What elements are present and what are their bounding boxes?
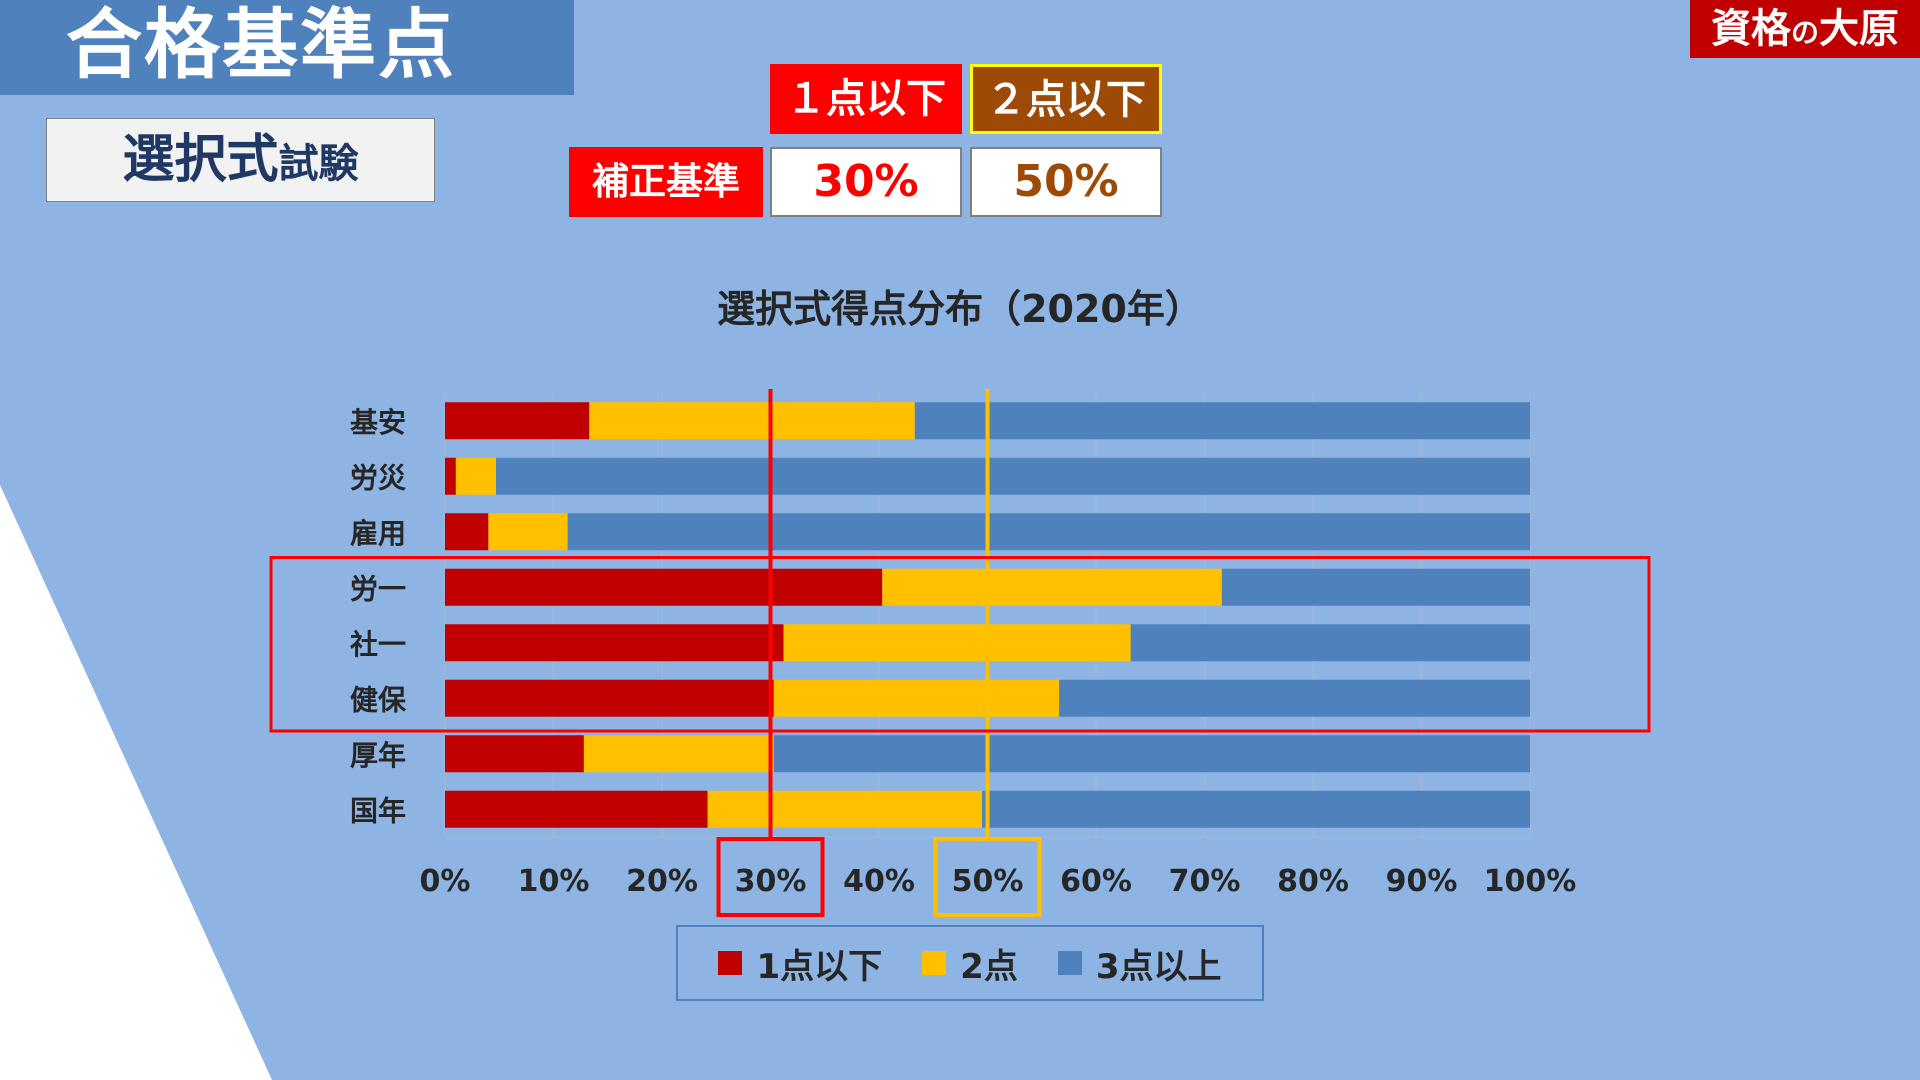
x-tick-label: 80%	[1277, 864, 1349, 899]
exam-type-main: 選択式	[122, 130, 279, 190]
category-label: 基安	[350, 406, 406, 439]
legend-swatch-1	[718, 951, 743, 975]
bar-segment	[589, 402, 915, 440]
criteria-header-1: １点以下	[770, 64, 962, 134]
bar-segment	[773, 679, 1060, 717]
bar-segment	[583, 735, 774, 773]
bar-segment	[488, 513, 568, 551]
criteria-value-2: 50%	[970, 147, 1162, 217]
category-label: 労災	[350, 461, 407, 494]
x-tick-label: 40%	[843, 864, 915, 899]
bar-segment	[455, 457, 496, 495]
legend-item-3: 3点以上	[1057, 939, 1222, 988]
legend-label-3: 3点以上	[1095, 946, 1222, 987]
x-tick-label: 20%	[626, 864, 698, 899]
criteria-value-1: 30%	[770, 147, 962, 217]
criteria-header-2: ２点以下	[970, 64, 1162, 134]
legend-label-1: 1点以下	[756, 946, 883, 987]
bar-segment	[882, 568, 1222, 606]
legend-item-2: 2点	[922, 939, 1018, 988]
bar-segment	[783, 624, 1131, 662]
category-label: 労一	[350, 572, 406, 605]
category-label: 雇用	[350, 517, 406, 550]
bar-segment	[914, 402, 1530, 440]
legend-swatch-2	[922, 951, 947, 975]
category-label: 社一	[350, 628, 406, 661]
bar-segment	[445, 624, 784, 662]
bar-segment	[445, 568, 883, 606]
category-label: 健保	[350, 683, 407, 716]
legend-item-1: 1点以下	[718, 939, 882, 988]
bar-segment	[1130, 624, 1530, 662]
legend-label-2: 2点	[960, 946, 1018, 987]
x-tick-label: 0%	[420, 864, 471, 899]
x-tick-label: 50%	[952, 864, 1024, 899]
x-tick-label: 90%	[1386, 864, 1458, 899]
logo-text-1: 資格	[1710, 6, 1791, 52]
x-tick-label: 70%	[1169, 864, 1241, 899]
x-tick-label: 10%	[518, 864, 590, 899]
bar-segment	[707, 790, 983, 828]
bar-segment	[495, 457, 1530, 495]
bar-segment	[982, 790, 1530, 828]
page-title: 合格基準点	[0, 0, 574, 95]
brand-logo: 資格の大原	[1690, 0, 1920, 58]
criteria-label: 補正基準	[569, 147, 763, 217]
bar-segment	[773, 735, 1530, 773]
bar-segment	[567, 513, 1530, 551]
logo-text-2: の	[1790, 16, 1819, 49]
logo-text-3: 大原	[1819, 6, 1899, 52]
bar-segment	[445, 457, 456, 495]
legend-swatch-3	[1057, 951, 1082, 975]
category-label: 国年	[350, 794, 406, 827]
x-tick-label: 100%	[1484, 864, 1577, 899]
category-label: 厚年	[350, 739, 406, 772]
tick-highlight-box	[716, 837, 825, 917]
exam-type-small: 試験	[278, 141, 359, 187]
chart-title: 選択式得点分布（2020年）	[717, 287, 1203, 331]
category-highlight-box	[269, 556, 1651, 733]
bar-segment	[445, 790, 708, 828]
x-tick-label: 30%	[735, 864, 807, 899]
bar-segment	[1221, 568, 1530, 606]
chart-legend: 1点以下 2点 3点以上	[676, 925, 1264, 1001]
bar-segment	[445, 679, 774, 717]
bar-segment	[445, 513, 489, 551]
bar-segment	[1059, 679, 1530, 717]
bar-segment	[445, 735, 584, 773]
x-tick-label: 60%	[1060, 864, 1132, 899]
exam-type-label: 選択式試験	[46, 118, 435, 202]
tick-highlight-box	[933, 837, 1042, 917]
bar-segment	[445, 402, 590, 440]
